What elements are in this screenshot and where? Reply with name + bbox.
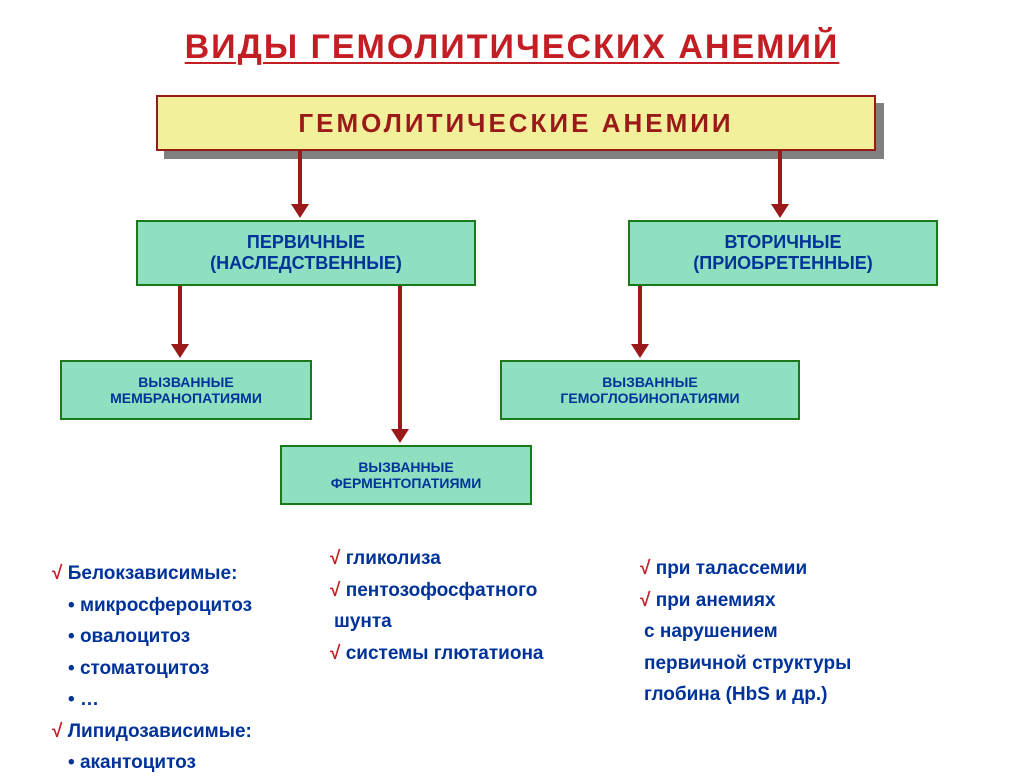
bullet-icon: • <box>68 689 80 710</box>
list-col3-item-2: с нарушением <box>640 618 851 646</box>
arrow-4 <box>638 286 642 346</box>
box-fermento: ВЫЗВАННЫЕФЕРМЕНТОПАТИЯМИ <box>280 445 532 505</box>
list-col1-item-3: • стоматоцитоз <box>52 655 252 683</box>
list-col2-item-1: √ пентозофосфатного <box>330 577 543 605</box>
arrow-2 <box>178 286 182 346</box>
list-col3-item-1: √ при анемиях <box>640 587 851 615</box>
check-icon: √ <box>330 580 346 601</box>
check-icon: √ <box>330 643 346 664</box>
list-col2-item-0: √ гликолиза <box>330 545 543 573</box>
list-col1-item-0: √ Белокзависимые: <box>52 560 252 588</box>
bullet-icon: • <box>68 626 80 647</box>
box-primary: ПЕРВИЧНЫЕ(НАСЛЕДСТВЕННЫЕ) <box>136 220 476 286</box>
box-line1-membrano: ВЫЗВАННЫЕ <box>110 374 262 390</box>
list-col1-item-2: • овалоцитоз <box>52 623 252 651</box>
box-line2-primary: (НАСЛЕДСТВЕННЫЕ) <box>210 253 402 274</box>
bullet-icon: • <box>68 658 80 679</box>
check-icon: √ <box>330 548 346 569</box>
box-line1-hemoglo: ВЫЗВАННЫЕ <box>560 374 739 390</box>
bullet-icon: • <box>68 595 80 616</box>
box-line1-fermento: ВЫЗВАННЫЕ <box>331 459 482 475</box>
arrow-head-4 <box>631 344 649 358</box>
arrow-head-1 <box>771 204 789 218</box>
box-line2-fermento: ФЕРМЕНТОПАТИЯМИ <box>331 475 482 491</box>
list-col2-item-3: √ системы глютатиона <box>330 640 543 668</box>
box-line2-hemoglo: ГЕМОГЛОБИНОПАТИЯМИ <box>560 390 739 406</box>
list-col3-item-4: глобина (HbS и др.) <box>640 681 851 709</box>
list-col3: √ при талассемии √ при анемиях с нарушение… <box>640 555 851 713</box>
bullet-icon: • <box>68 752 80 773</box>
check-icon: √ <box>640 590 656 611</box>
arrow-head-2 <box>171 344 189 358</box>
box-line1-primary: ПЕРВИЧНЫЕ <box>210 232 402 253</box>
list-col2-item-2: шунта <box>330 608 543 636</box>
arrow-head-3 <box>391 429 409 443</box>
list-col3-item-3: первичной структуры <box>640 650 851 678</box>
check-icon: √ <box>640 558 656 579</box>
list-col1-item-5: √ Липидозависимые: <box>52 718 252 746</box>
box-line1-secondary: ВТОРИЧНЫЕ <box>693 232 872 253</box>
slide-title: ВИДЫ ГЕМОЛИТИЧЕСКИХ АНЕМИЙ <box>0 0 1024 67</box>
arrow-1 <box>778 151 782 206</box>
list-col1: √ Белокзависимые: • микросфероцитоз • овал… <box>52 560 252 781</box>
list-col1-item-4: • … <box>52 686 252 714</box>
list-col3-item-0: √ при талассемии <box>640 555 851 583</box>
arrow-3 <box>398 286 402 431</box>
box-root: ГЕМОЛИТИЧЕСКИЕ АНЕМИИ <box>156 95 876 151</box>
box-line2-secondary: (ПРИОБРЕТЕННЫЕ) <box>693 253 872 274</box>
arrow-head-0 <box>291 204 309 218</box>
list-col2: √ гликолиза √ пентозофосфатного шунта √ си… <box>330 545 543 671</box>
box-text-root: ГЕМОЛИТИЧЕСКИЕ АНЕМИИ <box>298 108 733 139</box>
arrow-0 <box>298 151 302 206</box>
check-icon: √ <box>52 563 68 584</box>
list-col1-item-1: • микросфероцитоз <box>52 592 252 620</box>
list-col1-item-6: • акантоцитоз <box>52 749 252 777</box>
box-line2-membrano: МЕМБРАНОПАТИЯМИ <box>110 390 262 406</box>
box-secondary: ВТОРИЧНЫЕ(ПРИОБРЕТЕННЫЕ) <box>628 220 938 286</box>
check-icon: √ <box>52 721 68 742</box>
box-membrano: ВЫЗВАННЫЕМЕМБРАНОПАТИЯМИ <box>60 360 312 420</box>
box-hemoglo: ВЫЗВАННЫЕГЕМОГЛОБИНОПАТИЯМИ <box>500 360 800 420</box>
